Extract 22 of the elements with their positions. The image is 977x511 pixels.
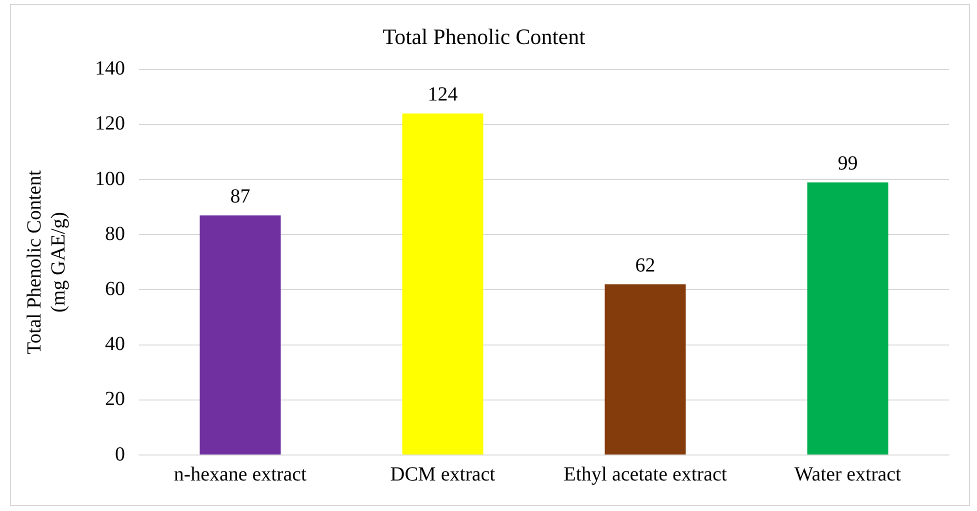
y-tick-label: 80 bbox=[105, 222, 125, 245]
x-tick-label: DCM extract bbox=[390, 463, 496, 486]
x-tick-label: n-hexane extract bbox=[174, 463, 308, 486]
y-tick-label: 60 bbox=[105, 278, 125, 300]
x-tick-label: Ethyl acetate extract bbox=[564, 463, 728, 486]
data-label: 87 bbox=[230, 186, 250, 208]
bar bbox=[807, 182, 888, 454]
chart-title: Total Phenolic Content bbox=[382, 24, 586, 49]
data-label: 124 bbox=[428, 84, 458, 106]
y-tick-label: 20 bbox=[105, 388, 125, 410]
bar bbox=[200, 215, 281, 454]
y-tick-label: 0 bbox=[115, 443, 125, 466]
y-tick-label: 100 bbox=[95, 168, 125, 190]
x-tick-label: Water extract bbox=[794, 463, 902, 486]
y-tick-label: 140 bbox=[95, 58, 125, 80]
data-label: 99 bbox=[838, 152, 858, 175]
y-tick-label: 40 bbox=[105, 333, 125, 356]
data-label: 62 bbox=[635, 254, 656, 276]
bar bbox=[402, 113, 484, 454]
y-axis-title: Total Phenolic Content (mg GAE/g) bbox=[23, 170, 70, 354]
bar bbox=[604, 284, 686, 454]
y-tick-label: 120 bbox=[95, 112, 125, 135]
